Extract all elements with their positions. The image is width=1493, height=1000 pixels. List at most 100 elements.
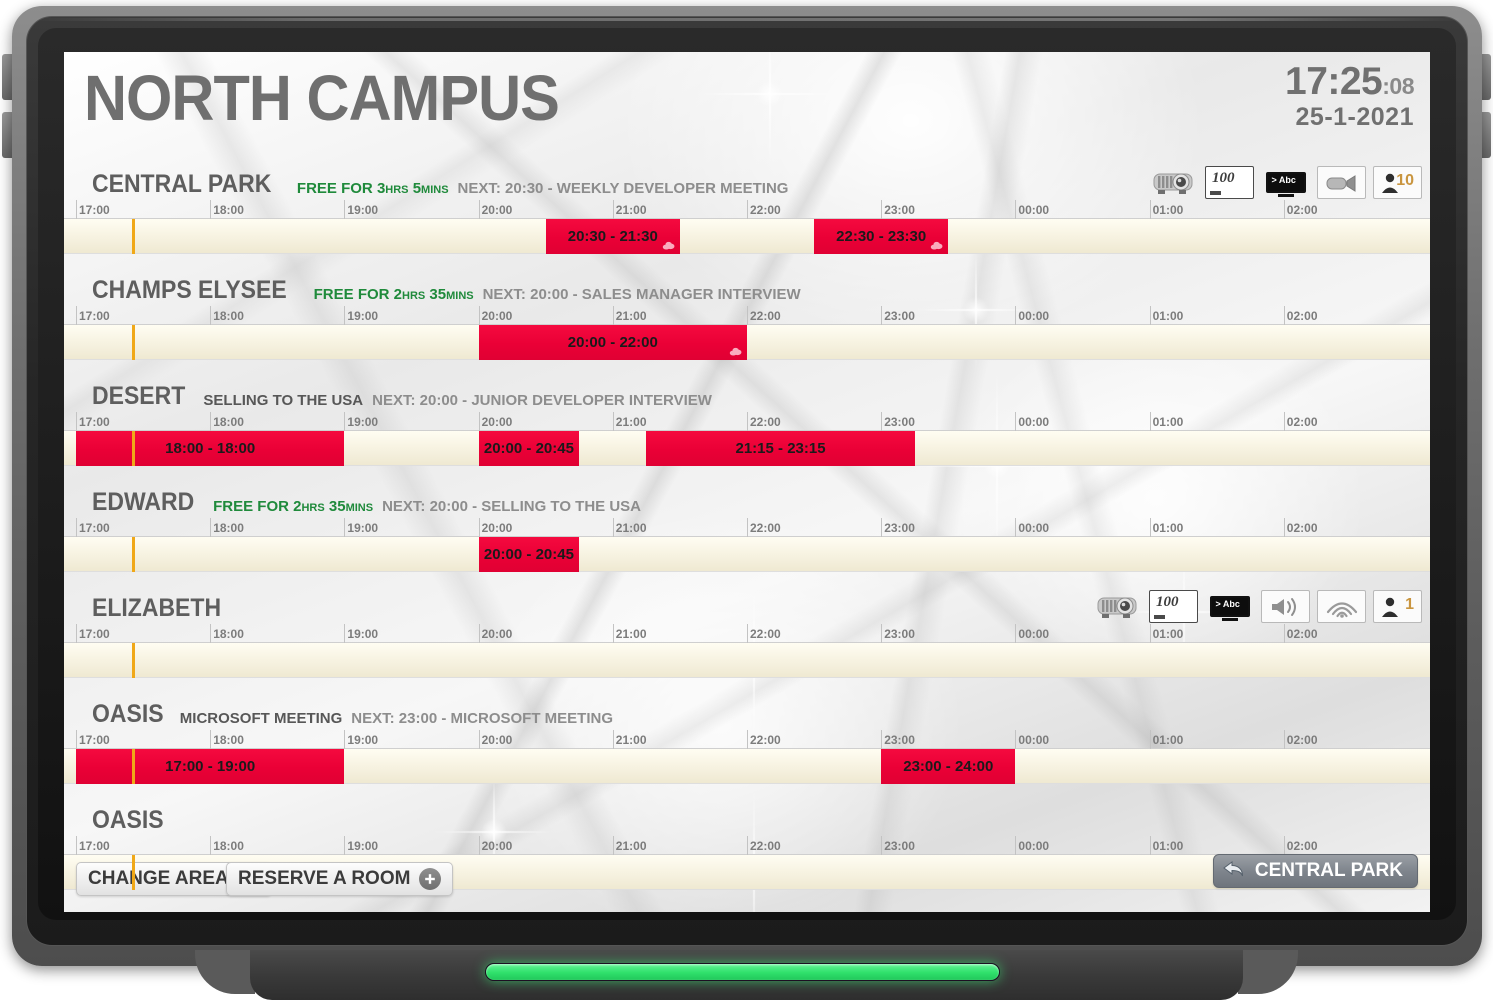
hour-tick-label: 00:00 bbox=[1018, 415, 1050, 429]
hour-tick-label: 23:00 bbox=[884, 627, 915, 641]
current-time-marker bbox=[131, 749, 135, 784]
booking-label: 20:00 - 20:45 bbox=[483, 546, 574, 563]
room-status-busy: SELLING TO THE USA bbox=[203, 392, 364, 409]
hour-tick-line bbox=[478, 518, 480, 537]
room-header: ELIZABETH 100 > Abc bbox=[64, 590, 1430, 624]
hour-tick-line bbox=[881, 412, 883, 431]
hour-tick-label: 17:00 bbox=[79, 415, 110, 429]
hour-tick-line bbox=[1283, 836, 1285, 855]
reserve-room-button[interactable]: RESERVE A ROOM bbox=[226, 862, 454, 896]
hour-tick-label: 21:00 bbox=[615, 203, 647, 217]
room-timeline[interactable] bbox=[64, 643, 1430, 678]
booking-block[interactable]: 17:00 - 19:00 bbox=[76, 749, 345, 784]
hour-tick-label: 01:00 bbox=[1152, 415, 1184, 429]
room-row[interactable]: ELIZABETH 100 > Abc bbox=[64, 590, 1430, 700]
capacity-icon: 10 bbox=[1373, 166, 1422, 199]
bezel-highlight bbox=[28, 18, 1466, 21]
hour-tick-label: 22:00 bbox=[750, 203, 781, 217]
hour-tick-line bbox=[612, 306, 614, 325]
room-timeline[interactable]: 20:30 - 21:30 22:30 - 23:30 bbox=[64, 219, 1430, 254]
row-spacer bbox=[64, 360, 1430, 382]
current-time-marker bbox=[131, 643, 135, 678]
hour-tick-label: 18:00 bbox=[213, 203, 244, 217]
room-row[interactable]: CENTRAL PARK FREE FOR 3HRS 5MINS NEXT: 20:… bbox=[64, 166, 1430, 276]
hour-tick-line bbox=[76, 518, 77, 537]
room-timeline[interactable]: 18:00 - 18:00 20:00 - 20:45 21:15 - 23:15 bbox=[64, 431, 1430, 466]
status-prefix: FREE FOR bbox=[296, 180, 377, 197]
hour-tick-line bbox=[478, 412, 480, 431]
hour-ruler: 17:00 18:00 19:00 20:00 21:00 22:00 23:00 00:00… bbox=[64, 412, 1430, 431]
booking-block[interactable]: 18:00 - 18:00 bbox=[76, 431, 345, 466]
amenity-list: 100 > Abc 1 bbox=[1093, 590, 1422, 623]
booking-block[interactable]: 20:00 - 20:45 bbox=[478, 431, 580, 466]
hour-tick-label: 23:00 bbox=[884, 733, 915, 747]
room-timeline[interactable]: 20:00 - 22:00 bbox=[64, 325, 1430, 360]
hour-tick-line bbox=[344, 306, 346, 325]
booking-block[interactable]: 20:00 - 22:00 bbox=[478, 325, 747, 360]
hour-tick-label: 23:00 bbox=[884, 415, 915, 429]
booking-block[interactable]: 20:30 - 21:30 bbox=[545, 219, 680, 254]
status-prefix: FREE FOR bbox=[213, 498, 294, 515]
screen-icon: > Abc bbox=[1261, 166, 1310, 199]
hour-tick-label: 18:00 bbox=[213, 627, 244, 641]
hour-tick-line bbox=[1149, 306, 1151, 325]
room-status-free: FREE FOR 3HRS 5MINS bbox=[297, 180, 449, 199]
hour-tick-line bbox=[344, 730, 346, 749]
room-list[interactable]: CENTRAL PARK FREE FOR 3HRS 5MINS NEXT: 20:… bbox=[64, 166, 1430, 912]
hour-tick-line bbox=[612, 518, 614, 537]
booking-block[interactable]: 22:30 - 23:30 bbox=[814, 219, 949, 254]
booking-block[interactable]: 21:15 - 23:15 bbox=[646, 431, 915, 466]
hour-tick-label: 22:00 bbox=[750, 839, 781, 853]
hour-tick-label: 17:00 bbox=[79, 521, 110, 535]
clock-time: 17:25:08 bbox=[1285, 62, 1414, 101]
hour-tick-line bbox=[1283, 624, 1285, 643]
booking-block[interactable]: 23:00 - 24:00 bbox=[881, 749, 1016, 784]
hour-tick-line bbox=[210, 624, 212, 643]
room-status-busy: MICROSOFT MEETING bbox=[179, 710, 343, 727]
booking-label: 20:30 - 21:30 bbox=[567, 228, 658, 245]
hour-tick-label: 01:00 bbox=[1152, 309, 1184, 323]
room-name: ELIZABETH bbox=[92, 594, 222, 622]
hour-tick-label: 19:00 bbox=[347, 521, 379, 535]
hour-tick-line bbox=[1149, 412, 1151, 431]
booking-label: 20:00 - 22:00 bbox=[567, 334, 658, 351]
room-row[interactable]: EDWARD FREE FOR 2HRS 35MINS NEXT: 20:00 - … bbox=[64, 488, 1430, 594]
hour-tick-label: 17:00 bbox=[79, 309, 110, 323]
room-row[interactable]: DESERT SELLING TO THE USA NEXT: 20:00 - JU… bbox=[64, 382, 1430, 488]
hour-tick-label: 17:00 bbox=[79, 839, 110, 853]
clock-seconds: :08 bbox=[1382, 73, 1414, 99]
hour-tick-line bbox=[76, 730, 77, 749]
wifi-icon bbox=[1317, 590, 1366, 623]
hour-tick-line bbox=[1015, 306, 1017, 325]
hour-tick-label: 22:00 bbox=[750, 415, 781, 429]
hour-tick-label: 02:00 bbox=[1286, 839, 1318, 853]
hour-tick-line bbox=[1283, 518, 1285, 537]
room-next-meeting: NEXT: 20:00 - SALES MANAGER INTERVIEW bbox=[482, 286, 801, 303]
room-row[interactable]: OASIS MICROSOFT MEETING NEXT: 23:00 - MICR… bbox=[64, 700, 1430, 806]
room-timeline[interactable]: 17:00 - 19:00 23:00 - 24:00 bbox=[64, 749, 1430, 784]
hour-tick-line bbox=[881, 306, 883, 325]
room-status-free: FREE FOR 2HRS 35MINS bbox=[213, 498, 373, 517]
hour-tick-label: 19:00 bbox=[347, 733, 379, 747]
clock-date: 25-1-2021 bbox=[1295, 103, 1414, 131]
back-to-room-button[interactable]: CENTRAL PARK bbox=[1212, 854, 1418, 888]
hour-tick-label: 23:00 bbox=[884, 203, 915, 217]
status-mins-unit: MINS bbox=[345, 502, 374, 514]
hour-tick-label: 19:00 bbox=[347, 309, 379, 323]
row-spacer bbox=[64, 784, 1430, 806]
hour-tick-line bbox=[1015, 624, 1017, 643]
hour-tick-label: 22:00 bbox=[750, 309, 781, 323]
booking-label: 18:00 - 18:00 bbox=[165, 440, 256, 457]
status-hours: 2 bbox=[293, 498, 302, 515]
hour-tick-line bbox=[881, 730, 883, 749]
hour-tick-label: 02:00 bbox=[1286, 309, 1318, 323]
room-row[interactable]: CHAMPS ELYSEE FREE FOR 2HRS 35MINS NEXT: 2… bbox=[64, 276, 1430, 382]
room-timeline[interactable]: 20:00 - 20:45 bbox=[64, 537, 1430, 572]
hour-ruler: 17:00 18:00 19:00 20:00 21:00 22:00 23:00 00:00… bbox=[64, 836, 1430, 855]
plus-icon bbox=[419, 868, 442, 890]
hour-tick-label: 02:00 bbox=[1286, 521, 1318, 535]
hour-tick-line bbox=[210, 518, 212, 537]
room-name: CHAMPS ELYSEE bbox=[92, 276, 287, 304]
booking-block[interactable]: 20:00 - 20:45 bbox=[478, 537, 580, 572]
hour-tick-line bbox=[210, 306, 212, 325]
